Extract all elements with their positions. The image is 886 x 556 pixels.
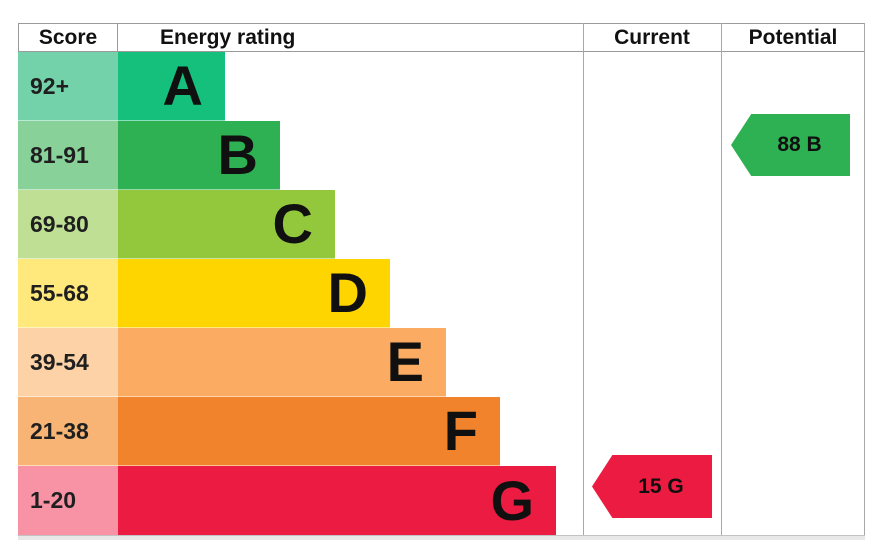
epc-table: Score Energy rating Current Potential 92… [18,23,865,540]
rating-letter: C [272,192,313,255]
rating-bar-e: E [118,328,446,397]
header-current: Current [614,26,690,49]
score-range-label: 69-80 [18,190,118,259]
rating-letter: G [490,468,534,532]
rating-bar-a: A [118,52,225,121]
rating-rows: 92+ A 81-91 B 69-80 C 55-68 D 39-54 E 21… [18,52,865,535]
current-rating-label: 15 G [638,474,684,498]
table-bottom-border [18,535,865,536]
score-range-label: 92+ [18,52,118,121]
rating-bar-b: B [118,121,280,190]
rating-row-a: 92+ A [18,52,865,121]
table-bottom-shadow [18,536,865,540]
header-row: Score Energy rating Current Potential [18,23,865,52]
rating-letter: B [217,123,258,186]
header-score: Score [18,24,118,51]
rating-row-b: 81-91 B [18,121,865,190]
potential-rating-arrow: 88 B [731,114,850,176]
rating-row-c: 69-80 C [18,190,865,259]
rating-bar-d: D [118,259,390,328]
score-range-label: 39-54 [18,328,118,397]
current-rating-arrow: 15 G [592,455,712,518]
rating-row-d: 55-68 D [18,259,865,328]
header-potential: Potential [748,26,838,49]
rating-row-g: 1-20 G [18,466,865,535]
rating-letter: D [327,261,368,324]
score-range-label: 21-38 [18,397,118,466]
rating-letter: E [386,330,424,393]
rating-bar-c: C [118,190,335,259]
column-divider [721,23,722,535]
rating-bar-f: F [118,397,500,466]
header-energy-rating: Energy rating [160,26,296,49]
column-divider [583,23,584,535]
score-range-label: 1-20 [18,466,118,535]
rating-row-e: 39-54 E [18,328,865,397]
rating-bar-g: G [118,466,556,535]
rating-letter: F [443,399,478,462]
potential-rating-label: 88 B [777,133,822,156]
column-divider [864,23,865,535]
rating-letter: A [162,54,203,117]
score-range-label: 81-91 [18,121,118,190]
score-range-label: 55-68 [18,259,118,328]
rating-row-f: 21-38 F [18,397,865,466]
